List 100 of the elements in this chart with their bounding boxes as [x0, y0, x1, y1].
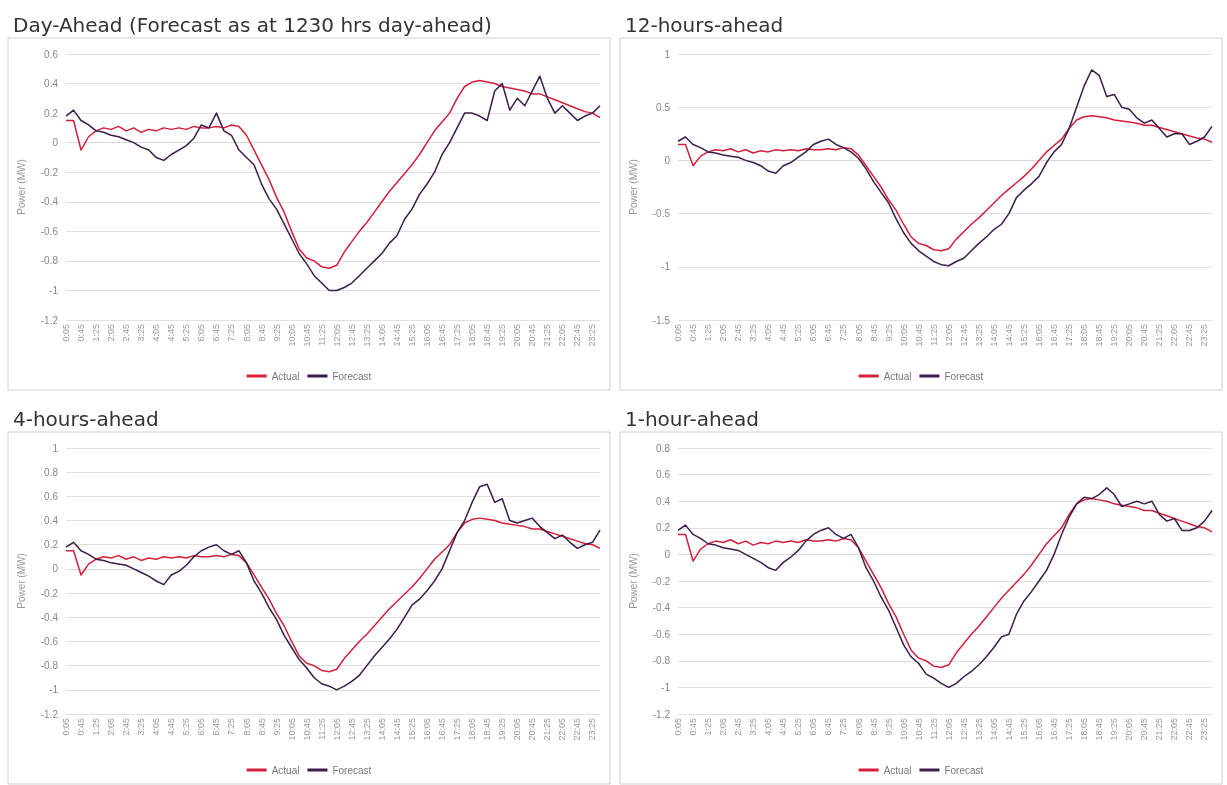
x-tick-label: 21:25 — [542, 324, 553, 347]
y-tick-label: -0.8 — [40, 255, 59, 267]
x-tick-label: 18:45 — [1094, 718, 1105, 741]
x-tick-label: 20:05 — [1124, 324, 1135, 347]
legend-label: Forecast — [332, 370, 372, 382]
y-tick-label: -0.5 — [652, 208, 671, 220]
y-tick-label: -1.2 — [40, 708, 59, 720]
x-tick-label: 23:25 — [587, 324, 598, 347]
x-tick-label: 9:25 — [883, 324, 894, 342]
x-tick-label: 18:05 — [467, 324, 478, 347]
y-tick-label: 0 — [664, 154, 671, 166]
x-tick-label: 13:25 — [361, 324, 372, 347]
x-tick-label: 11:25 — [928, 324, 939, 346]
y-tick-label: 0.6 — [44, 48, 59, 60]
x-tick-label: 2:05 — [718, 718, 729, 736]
x-tick-label: 8:05 — [853, 324, 864, 342]
x-tick-label: 10:05 — [286, 324, 297, 347]
y-axis-title: Power (MW) — [15, 553, 27, 609]
y-axis-title: Power (MW) — [627, 553, 639, 609]
x-tick-label: 0:05 — [673, 324, 683, 342]
x-tick-label: 20:45 — [527, 718, 538, 741]
x-tick-label: 12:05 — [943, 718, 954, 741]
x-tick-label: 12:05 — [943, 324, 954, 347]
y-tick-label: 0.6 — [44, 490, 59, 502]
y-tick-label: -0.4 — [40, 611, 59, 623]
x-tick-label: 12:45 — [346, 718, 357, 741]
x-tick-label: 13:25 — [361, 718, 372, 741]
legend-label: Forecast — [944, 370, 984, 382]
chart-title: 1-hour-ahead — [625, 407, 759, 431]
x-tick-label: 7:25 — [226, 718, 237, 736]
x-tick-label: 16:05 — [422, 324, 433, 347]
y-tick-label: 0.5 — [656, 101, 671, 113]
x-tick-label: 23:25 — [1199, 718, 1210, 741]
x-tick-label: 12:05 — [331, 718, 342, 741]
y-tick-label: 0 — [664, 548, 671, 560]
x-tick-label: 8:45 — [868, 324, 879, 342]
y-tick-label: -1 — [49, 684, 59, 696]
x-tick-label: 5:25 — [181, 718, 192, 736]
y-tick-label: 0.8 — [44, 466, 59, 478]
x-tick-label: 16:45 — [1049, 324, 1060, 347]
y-tick-label: -1.2 — [40, 314, 59, 326]
x-tick-label: 4:45 — [166, 718, 177, 736]
x-tick-label: 17:25 — [1064, 324, 1075, 347]
x-tick-label: 18:45 — [1094, 324, 1105, 347]
x-tick-label: 22:45 — [1184, 718, 1195, 741]
x-tick-label: 22:05 — [557, 324, 568, 347]
x-tick-label: 22:45 — [572, 718, 583, 741]
x-tick-label: 11:25 — [316, 718, 327, 740]
y-tick-label: -0.4 — [652, 602, 671, 614]
x-tick-label: 14:05 — [988, 718, 999, 741]
x-tick-label: 8:45 — [256, 324, 267, 342]
x-tick-label: 16:05 — [422, 718, 433, 741]
x-tick-label: 2:05 — [106, 718, 117, 736]
x-tick-label: 17:25 — [452, 324, 463, 347]
legend-label: Forecast — [332, 764, 372, 776]
y-tick-label: 0 — [52, 563, 59, 575]
x-tick-label: 20:45 — [527, 324, 538, 347]
x-tick-label: 4:05 — [151, 324, 162, 342]
y-tick-label: -0.6 — [652, 628, 671, 640]
x-tick-label: 6:05 — [196, 718, 207, 736]
x-tick-label: 0:45 — [76, 324, 87, 342]
x-tick-label: 0:05 — [61, 324, 71, 342]
y-tick-label: -1 — [661, 261, 671, 273]
y-tick-label: 0.4 — [656, 495, 671, 507]
x-tick-label: 14:45 — [1003, 718, 1014, 741]
x-tick-label: 5:25 — [181, 324, 192, 342]
x-tick-label: 6:45 — [211, 324, 222, 342]
x-tick-label: 6:45 — [823, 718, 834, 736]
y-tick-label: -0.8 — [40, 660, 59, 672]
x-tick-label: 23:25 — [1199, 324, 1210, 347]
y-tick-label: 0.4 — [44, 515, 59, 527]
x-tick-label: 22:45 — [572, 324, 583, 347]
x-tick-label: 1:25 — [91, 324, 102, 342]
y-tick-label: -0.6 — [40, 225, 59, 237]
x-tick-label: 11:25 — [316, 324, 327, 346]
y-tick-label: -0.2 — [40, 166, 59, 178]
x-tick-label: 7:25 — [226, 324, 237, 342]
x-tick-label: 10:05 — [898, 718, 909, 741]
x-tick-label: 14:45 — [391, 324, 402, 347]
chart-title: Day-Ahead (Forecast as at 1230 hrs day-ahead) — [13, 13, 492, 37]
x-tick-label: 3:25 — [136, 324, 147, 342]
x-tick-label: 23:25 — [587, 718, 598, 741]
x-tick-label: 18:05 — [1079, 324, 1090, 347]
x-tick-label: 20:05 — [512, 324, 523, 347]
x-tick-label: 15:25 — [1018, 324, 1029, 347]
line-series — [65, 517, 601, 673]
x-tick-label: 3:25 — [136, 718, 147, 736]
y-tick-label: -0.8 — [652, 655, 671, 667]
x-tick-label: 6:05 — [808, 324, 819, 342]
x-tick-label: 14:45 — [391, 718, 402, 741]
x-tick-label: 12:05 — [331, 324, 342, 347]
x-tick-label: 20:05 — [512, 718, 523, 741]
chart-title: 4-hours-ahead — [13, 407, 159, 431]
x-tick-label: 2:45 — [733, 324, 744, 342]
x-tick-label: 19:25 — [1109, 718, 1120, 741]
line-series — [677, 114, 1213, 252]
x-tick-label: 10:45 — [913, 324, 924, 347]
y-tick-label: 0.8 — [656, 442, 671, 454]
x-tick-label: 1:25 — [91, 718, 102, 736]
x-tick-label: 6:05 — [808, 718, 819, 736]
